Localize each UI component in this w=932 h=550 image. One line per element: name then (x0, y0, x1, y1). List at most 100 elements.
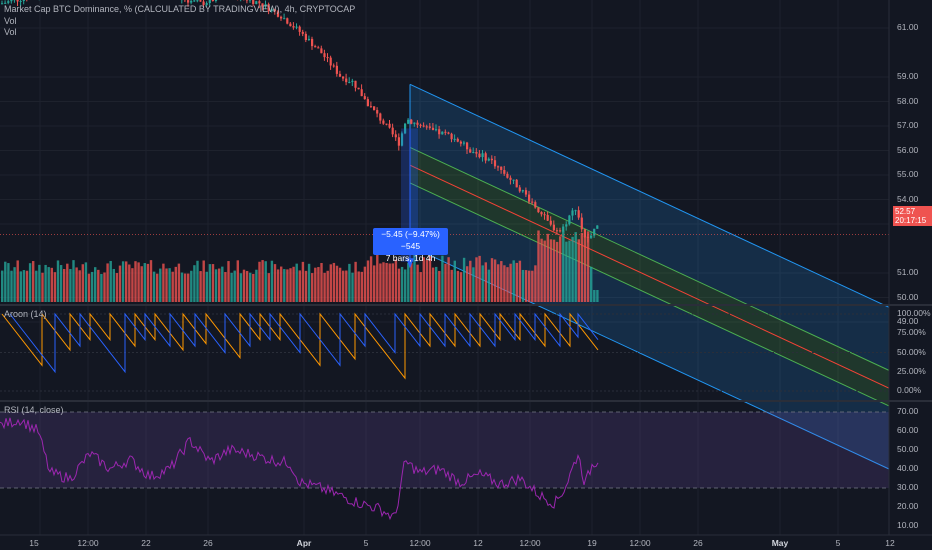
volume-bar (369, 256, 373, 302)
pane-separators[interactable] (0, 0, 932, 536)
volume-bar (1, 270, 4, 302)
rsi-axis-label: 50.00 (897, 444, 919, 454)
candle-body (202, 1, 205, 5)
volume-bar (196, 260, 199, 302)
aroon-axis-label: 0.00% (897, 385, 922, 395)
volume-bar (47, 267, 50, 302)
volume-bar (478, 255, 481, 302)
regression-channel[interactable] (409, 83, 890, 470)
volume-bar (190, 270, 193, 302)
measure-result-box[interactable]: −5.45 (−9.47%) −545 7 bars, 1d 4h (373, 228, 448, 263)
price-axis-label: 56.00 (897, 144, 919, 155)
candle-body (351, 80, 354, 82)
volume-bar (115, 273, 119, 302)
volume-bar (242, 269, 246, 302)
candle-body (311, 38, 314, 47)
candle-body (444, 131, 447, 133)
volume-bar (211, 264, 215, 302)
candle-body (484, 153, 487, 161)
measure-arrow-head (406, 258, 414, 269)
candle-body (342, 76, 345, 79)
volume-bar (87, 273, 91, 302)
volume-bar (236, 260, 239, 302)
candle-body (382, 120, 385, 124)
volume-bar (19, 271, 22, 302)
rsi-band-fill (0, 412, 889, 488)
volume-bar (183, 273, 187, 302)
volume-bar (360, 271, 363, 302)
rsi-title[interactable]: RSI (14, close) (4, 405, 64, 415)
candle-body (593, 228, 596, 236)
volume-bar (338, 267, 342, 302)
volume-bar (373, 265, 376, 302)
volume-bar (177, 263, 181, 302)
candle-body (369, 106, 373, 108)
candle-body (413, 122, 416, 124)
volume-bar (149, 260, 153, 302)
measure-change: −5.45 (−9.47%) −545 (381, 229, 440, 251)
candle-body (410, 119, 413, 124)
channel-upper-line (409, 83, 890, 308)
candle-body (267, 4, 270, 12)
volume-bar (580, 232, 584, 302)
candle-body (187, 0, 190, 3)
candle-body (366, 99, 369, 107)
volume-bar (413, 254, 416, 302)
volume-bar (323, 272, 326, 302)
volume-bar (543, 240, 546, 302)
volume-bar (171, 271, 174, 302)
volume-bar (493, 259, 497, 302)
candle-body (450, 133, 453, 140)
volume-bar (208, 264, 212, 302)
volume-bar (307, 263, 311, 302)
volume-bar (586, 231, 590, 302)
candle-body (298, 26, 301, 32)
volume-bar (63, 268, 66, 302)
candle-body (490, 158, 493, 161)
rsi-axis-label: 70.00 (897, 406, 919, 416)
candle-body (214, 0, 218, 2)
volume-bar (41, 272, 44, 302)
candle-body (559, 230, 562, 232)
candle-body (400, 133, 404, 146)
volume-bar (121, 261, 125, 302)
volume-bar (261, 260, 264, 302)
candle-body (580, 217, 583, 230)
volume-bar (202, 260, 205, 302)
candle-body (562, 226, 565, 232)
volume-bar (187, 273, 190, 302)
candle-body (472, 152, 475, 154)
volume-bar (140, 266, 143, 302)
channel-inner-bottom (409, 182, 890, 407)
volume-bar (472, 267, 475, 302)
candle-body (373, 106, 376, 111)
candle-body (388, 123, 391, 128)
volume-bar (537, 230, 540, 302)
price-axis-label: 49.00 (897, 316, 919, 326)
candle-body (543, 214, 546, 216)
volume-bar (379, 263, 382, 302)
candle-body (193, 0, 196, 2)
volume-bar (435, 266, 438, 302)
volume-bar (500, 261, 503, 302)
volume-bar (143, 263, 146, 302)
time-axis-label: 15 (29, 538, 39, 548)
volume-bar (552, 239, 556, 302)
candle-body (357, 87, 360, 90)
candle-body (568, 215, 571, 225)
symbol-title[interactable]: Market Cap BTC Dominance, % (CALCULATED … (4, 4, 356, 14)
volume-bar (28, 263, 32, 302)
volume-bar (475, 257, 478, 302)
candle-body (534, 202, 537, 208)
volume-bar (388, 263, 391, 302)
volume-bar (239, 273, 243, 302)
volume-bar (273, 264, 277, 302)
volume-bar (159, 268, 162, 302)
aroon-title[interactable]: Aroon (14) (4, 309, 47, 319)
volume-bar (7, 263, 10, 302)
volume-bar (295, 263, 298, 302)
candle-body (22, 0, 25, 2)
candle-body (537, 207, 540, 213)
volume-bar (497, 264, 500, 302)
